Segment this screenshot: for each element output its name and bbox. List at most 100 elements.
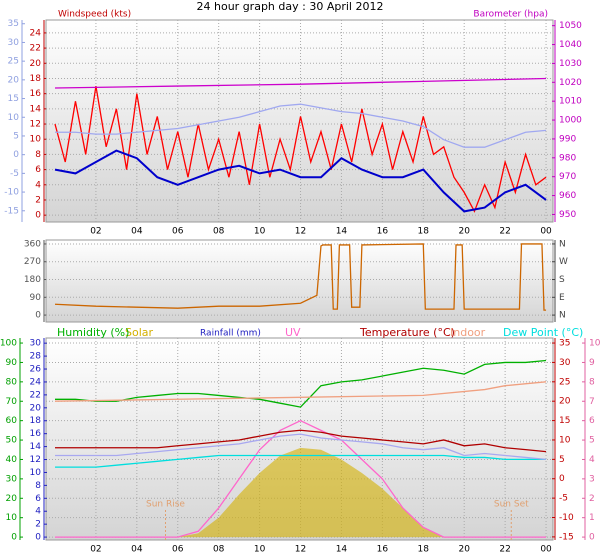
line <box>54 381 547 402</box>
y-tick-label: 1030 <box>559 59 582 69</box>
y-tick-label: -15 <box>559 532 574 542</box>
line <box>54 85 547 213</box>
title: 24 hour graph day : 30 April 2012 <box>197 0 384 13</box>
annotation: Sun Set <box>494 500 529 510</box>
y-tick-label: 16 <box>30 429 42 439</box>
y-tick-label: 4 <box>589 455 595 465</box>
y-tick-label: 10 <box>30 135 42 145</box>
y-tick-label: 22 <box>30 390 41 400</box>
y-tick-label: 8 <box>35 481 41 491</box>
y-tick-label: 80 <box>6 377 18 387</box>
y-tick-label: 9 <box>589 358 595 368</box>
line <box>55 103 547 148</box>
y-tick-label: 1050 <box>559 21 582 31</box>
y-tick-label: 2 <box>35 520 41 530</box>
x-tick-label: 02 <box>90 227 101 237</box>
y-tick-label: 4 <box>35 180 41 190</box>
y-tick-label: 100 <box>0 339 17 349</box>
y-tick-label: 15 <box>559 416 570 426</box>
x-tick-label: 20 <box>458 227 470 237</box>
x-tick-label: 04 <box>131 227 143 237</box>
x-tick-label: 18 <box>418 227 430 237</box>
y-tick-label: 0 <box>11 533 17 543</box>
legend-label: Temperature (°C) <box>359 326 455 339</box>
x-tick-label: 00 <box>540 545 552 555</box>
y-tick-label: 0 <box>559 474 565 484</box>
y-tick-label: 0 <box>35 211 41 221</box>
y-tick-label: 0 <box>35 311 41 321</box>
y-tick-label: 950 <box>559 210 576 220</box>
y2-label: Barometer (hpa) <box>473 10 548 20</box>
x-tick-label: 08 <box>213 545 225 555</box>
y-tick-label: 15 <box>8 94 19 104</box>
y-tick-label: -15 <box>4 206 19 216</box>
y-tick-label: 270 <box>24 257 41 267</box>
y-tick-label: 22 <box>30 44 41 54</box>
y-tick-label: E <box>559 293 565 303</box>
y-tick-label: 50 <box>6 436 18 446</box>
y-tick-label: 18 <box>30 416 42 426</box>
x-tick-label: 14 <box>336 545 348 555</box>
y-tick-label: 10 <box>6 513 18 523</box>
y-tick-label: 26 <box>30 365 42 375</box>
y-tick-label: 18 <box>30 74 42 84</box>
line <box>54 149 547 213</box>
y-tick-label: 5 <box>13 131 19 141</box>
y-tick-label: 30 <box>6 474 18 484</box>
y-tick-label: 20 <box>30 403 42 413</box>
line <box>55 433 547 461</box>
y-tick-label: 12 <box>30 120 41 130</box>
y3-label: Rainfall (mm) <box>200 329 261 339</box>
legend-label: Humidity (%) <box>57 326 129 339</box>
x-tick-label: 12 <box>295 545 306 555</box>
y-tick-label: 12 <box>30 455 41 465</box>
x-tick-label: 22 <box>499 545 510 555</box>
y-tick-label: 6 <box>35 494 41 504</box>
y-tick-label: 10 <box>559 435 571 445</box>
y-tick-label: S <box>559 275 565 285</box>
line <box>55 359 547 408</box>
y-tick-label: 990 <box>559 134 576 144</box>
y-tick-label: 8 <box>35 150 41 160</box>
y-tick-label: 4 <box>35 507 41 517</box>
y-tick-label: 24 <box>30 28 42 38</box>
y-tick-label: -10 <box>559 513 574 523</box>
y-tick-label: 1040 <box>559 40 582 50</box>
y-tick-label: 960 <box>559 191 576 201</box>
y-tick-label: 30 <box>8 38 20 48</box>
x-tick-label: 14 <box>336 227 348 237</box>
x-tick-label: 10 <box>254 227 266 237</box>
y-tick-label: 60 <box>6 416 18 426</box>
y-tick-label: 180 <box>24 275 41 285</box>
line <box>54 243 547 311</box>
x-tick-label: 04 <box>131 545 143 555</box>
y-tick-label: 0 <box>589 533 595 543</box>
y-tick-label: 35 <box>8 19 19 29</box>
line <box>54 77 547 89</box>
y-tick-label: 70 <box>6 397 18 407</box>
y-label: Windspeed (kts) <box>58 10 131 20</box>
area <box>55 447 547 538</box>
y-tick-label: 35 <box>559 339 570 349</box>
line <box>55 454 547 468</box>
y-tick-label: 0 <box>35 533 41 543</box>
y-tick-label: 7 <box>589 397 595 407</box>
x-tick-label: 00 <box>540 227 552 237</box>
annotation: Sun Rise <box>146 500 185 510</box>
y-tick-label: 16 <box>30 89 42 99</box>
y-tick-label: -5 <box>10 169 19 179</box>
y-tick-label: 360 <box>24 239 41 249</box>
legend-label: UV <box>285 326 301 339</box>
y-tick-label: 90 <box>30 293 42 303</box>
y-tick-label: N <box>559 311 566 321</box>
x-tick-label: 06 <box>172 545 184 555</box>
y-tick-label: 2 <box>35 195 41 205</box>
x-tick-label: 18 <box>418 545 430 555</box>
y-tick-label: 1020 <box>559 78 582 88</box>
y-tick-label: 25 <box>8 57 19 67</box>
y-tick-label: -5 <box>559 494 568 504</box>
legend-label: Dew Point (°C) <box>503 326 583 339</box>
y-tick-label: 30 <box>559 358 571 368</box>
x-tick-label: 12 <box>295 227 306 237</box>
y-tick-label: 970 <box>559 172 576 182</box>
